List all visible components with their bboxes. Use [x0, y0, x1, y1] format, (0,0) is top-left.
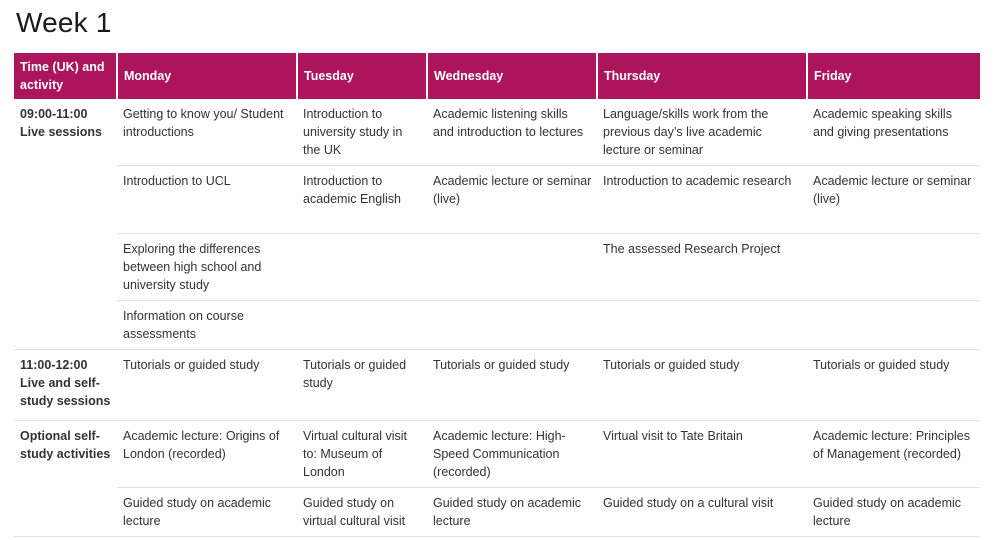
- schedule-cell-tuesday: Virtual cultural visit to: Museum of Lon…: [297, 420, 427, 488]
- week-schedule-table: Time (UK) and activity Monday Tuesday We…: [14, 53, 980, 537]
- schedule-cell-monday: Tutorials or guided study: [117, 349, 297, 421]
- schedule-cell-thursday: Tutorials or guided study: [597, 349, 807, 421]
- table-row: 11:00-12:00 Live and self-study sessions…: [14, 349, 980, 421]
- schedule-cell-friday: [807, 300, 980, 350]
- schedule-cell-tuesday: [297, 300, 427, 350]
- schedule-cell-wednesday: Guided study on academic lecture: [427, 487, 597, 537]
- schedule-cell-friday: Academic speaking skills and giving pres…: [807, 99, 980, 166]
- schedule-cell-wednesday: [427, 233, 597, 301]
- schedule-cell-friday: Guided study on academic lecture: [807, 487, 980, 537]
- table-row: Guided study on academic lecture Guided …: [14, 487, 980, 537]
- schedule-cell-tuesday: Introduction to university study in the …: [297, 99, 427, 166]
- column-header-time-activity: Time (UK) and activity: [14, 53, 118, 99]
- schedule-cell-tuesday: [297, 233, 427, 301]
- table-row: 09:00-11:00 Live sessions Getting to kno…: [14, 99, 980, 350]
- activity-type: Live sessions: [20, 125, 102, 139]
- table-row: Information on course assessments: [14, 300, 980, 350]
- schedule-cell-monday: Introduction to UCL: [117, 165, 297, 234]
- schedule-cell-wednesday: [427, 300, 597, 350]
- time-block-label-live-self-study: 11:00-12:00 Live and self-study sessions: [14, 349, 117, 421]
- schedule-cell-wednesday: Academic lecture or seminar (live): [427, 165, 597, 234]
- schedule-cell-wednesday: Academic lecture: High-Speed Communicati…: [427, 420, 597, 488]
- table-header-row: Time (UK) and activity Monday Tuesday We…: [14, 53, 980, 99]
- schedule-cell-monday: Exploring the differences between high s…: [117, 233, 297, 301]
- schedule-cell-thursday: [597, 300, 807, 350]
- activity-type: Live and self-study sessions: [20, 376, 111, 408]
- time-block-label-live-sessions: 09:00-11:00 Live sessions: [14, 99, 117, 350]
- schedule-cell-thursday: Virtual visit to Tate Britain: [597, 420, 807, 488]
- table-row: Optional self-study activities Academic …: [14, 420, 980, 537]
- table-row: Introduction to UCL Introduction to acad…: [14, 165, 980, 234]
- schedule-cell-friday: Tutorials or guided study: [807, 349, 980, 421]
- column-header-thursday: Thursday: [597, 53, 808, 99]
- column-header-monday: Monday: [117, 53, 298, 99]
- schedule-cell-thursday: Language/skills work from the previous d…: [597, 99, 807, 166]
- schedule-cell-friday: Academic lecture or seminar (live): [807, 165, 980, 234]
- schedule-cell-monday: Getting to know you/ Student introductio…: [117, 99, 297, 166]
- schedule-cell-tuesday: Introduction to academic English: [297, 165, 427, 234]
- column-header-wednesday: Wednesday: [427, 53, 598, 99]
- schedule-cell-monday: Information on course assessments: [117, 300, 297, 350]
- table-row: Exploring the differences between high s…: [14, 233, 980, 301]
- schedule-cell-monday: Guided study on academic lecture: [117, 487, 297, 537]
- schedule-cell-friday: Academic lecture: Principles of Manageme…: [807, 420, 980, 488]
- column-header-friday: Friday: [807, 53, 980, 99]
- time-block-label-optional-self-study: Optional self-study activities: [14, 420, 117, 537]
- time-range: 11:00-12:00: [20, 358, 88, 372]
- schedule-cell-tuesday: Guided study on virtual cultural visit: [297, 487, 427, 537]
- schedule-cell-thursday: Introduction to academic research: [597, 165, 807, 234]
- schedule-cell-thursday: Guided study on a cultural visit: [597, 487, 807, 537]
- time-range: 09:00-11:00: [20, 107, 88, 121]
- column-header-tuesday: Tuesday: [297, 53, 428, 99]
- page-title: Week 1: [16, 7, 112, 38]
- schedule-cell-friday: [807, 233, 980, 301]
- schedule-cell-wednesday: Tutorials or guided study: [427, 349, 597, 421]
- schedule-cell-wednesday: Academic listening skills and introducti…: [427, 99, 597, 166]
- schedule-cell-tuesday: Tutorials or guided study: [297, 349, 427, 421]
- schedule-cell-monday: Academic lecture: Origins of London (rec…: [117, 420, 297, 488]
- schedule-cell-thursday: The assessed Research Project: [597, 233, 807, 301]
- activity-type: Optional self-study activities: [20, 429, 111, 461]
